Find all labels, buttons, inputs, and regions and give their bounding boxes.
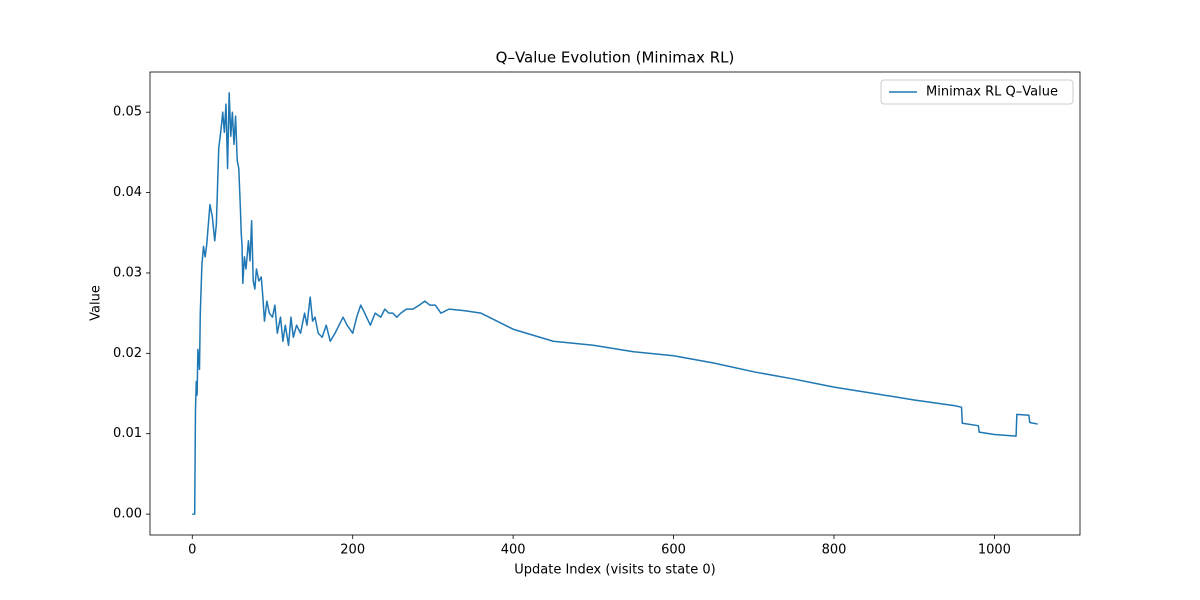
y-tick-label: 0.01 xyxy=(113,426,142,441)
y-axis-label: Value xyxy=(89,285,104,321)
x-tick-label: 800 xyxy=(822,543,847,558)
y-tick-label: 0.04 xyxy=(113,185,142,200)
x-tick-label: 1000 xyxy=(978,543,1011,558)
y-tick-label: 0.05 xyxy=(113,105,142,120)
x-tick-label: 600 xyxy=(661,543,686,558)
legend-box xyxy=(880,79,1074,105)
x-tick-label: 0 xyxy=(188,543,196,558)
plot-frame xyxy=(149,71,1081,536)
y-tick-label: 0.02 xyxy=(113,346,142,361)
y-tick-label: 0.03 xyxy=(113,265,142,280)
x-axis-label: Update Index (visits to state 0) xyxy=(514,563,716,578)
legend-label: Minimax RL Q–Value xyxy=(926,85,1058,100)
chart-title: Q–Value Evolution (Minimax RL) xyxy=(496,49,735,67)
y-tick-label: 0.00 xyxy=(113,507,142,522)
x-tick-label: 400 xyxy=(501,543,526,558)
x-tick-label: 200 xyxy=(340,543,365,558)
data-line xyxy=(192,92,1038,515)
